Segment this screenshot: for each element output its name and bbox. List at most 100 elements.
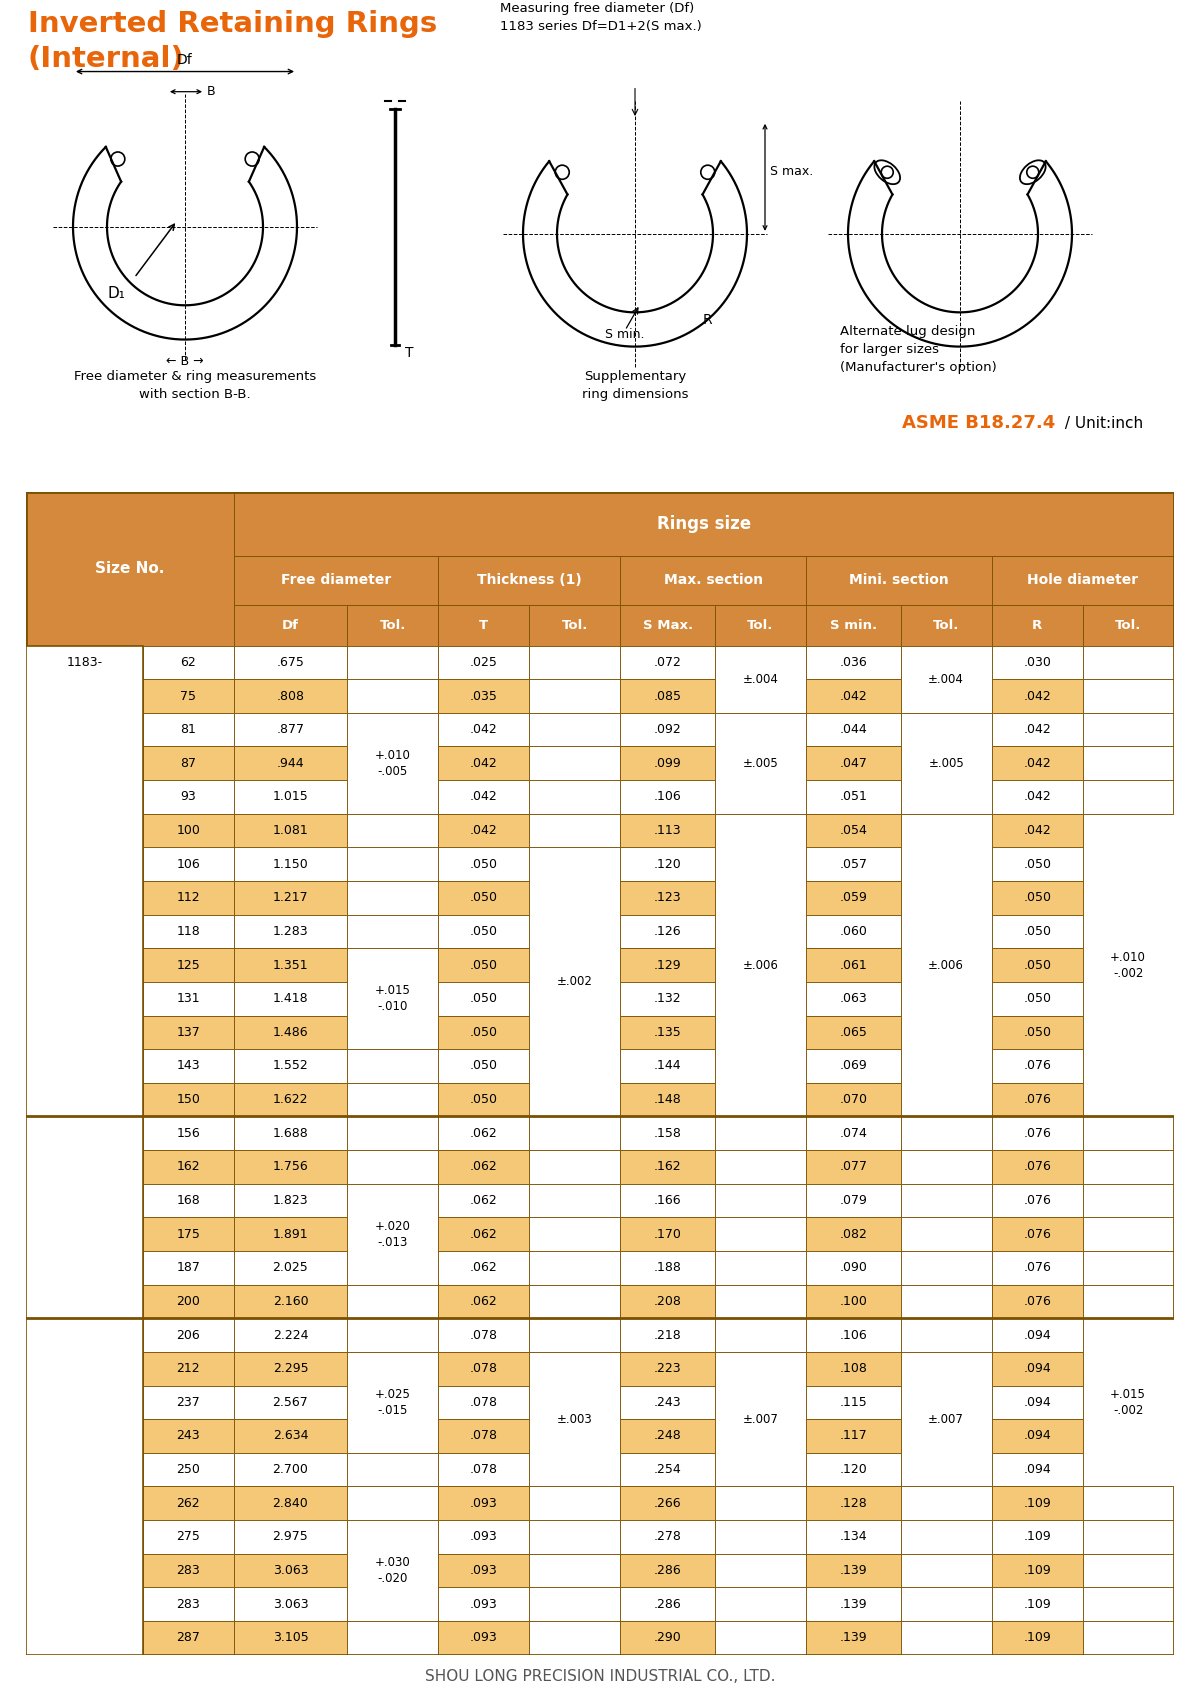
Bar <box>991 1015 1082 1049</box>
Text: 2.567: 2.567 <box>272 1397 308 1409</box>
Bar <box>620 1453 715 1487</box>
Bar <box>991 915 1082 949</box>
Bar <box>438 557 620 604</box>
Bar <box>1082 713 1174 747</box>
Text: +.010
-.002: +.010 -.002 <box>1110 950 1146 979</box>
Bar <box>529 1015 620 1049</box>
Text: 100: 100 <box>176 825 200 837</box>
Bar <box>529 604 620 645</box>
Bar <box>143 847 234 881</box>
Bar <box>438 1285 529 1319</box>
Text: Size No.: Size No. <box>95 562 164 577</box>
Text: R: R <box>702 314 712 328</box>
Text: 81: 81 <box>180 723 196 736</box>
Bar <box>347 1385 438 1419</box>
Text: 187: 187 <box>176 1261 200 1274</box>
Bar <box>143 781 234 815</box>
Bar <box>715 1353 806 1385</box>
Text: .072: .072 <box>654 655 682 669</box>
Bar <box>991 1049 1082 1083</box>
Bar <box>1082 1151 1174 1185</box>
Text: .129: .129 <box>654 959 682 972</box>
Bar <box>143 1554 234 1587</box>
Text: 206: 206 <box>176 1329 200 1342</box>
Bar <box>529 1353 620 1487</box>
Text: ASME B18.27.4: ASME B18.27.4 <box>901 414 1055 433</box>
Bar <box>529 1151 620 1185</box>
Bar <box>347 1521 438 1621</box>
Bar <box>529 983 620 1015</box>
Text: .082: .082 <box>839 1227 868 1241</box>
Bar <box>26 1521 143 1554</box>
Bar <box>438 1083 529 1117</box>
Bar <box>806 815 901 847</box>
Text: .109: .109 <box>1024 1631 1051 1644</box>
Bar <box>1082 1554 1174 1587</box>
Bar <box>806 1621 901 1655</box>
Text: Inverted Retaining Rings: Inverted Retaining Rings <box>28 10 437 37</box>
Text: Df: Df <box>178 53 193 66</box>
Text: Max. section: Max. section <box>664 574 763 587</box>
Text: .093: .093 <box>470 1597 498 1610</box>
Text: (Manufacturer's option): (Manufacturer's option) <box>840 361 997 373</box>
Bar <box>234 604 347 645</box>
Text: .036: .036 <box>840 655 868 669</box>
Bar <box>438 881 529 915</box>
Text: .094: .094 <box>1024 1329 1051 1342</box>
Text: .050: .050 <box>469 857 498 871</box>
Text: .078: .078 <box>469 1329 498 1342</box>
Bar <box>26 645 143 679</box>
Bar <box>991 645 1082 679</box>
Bar <box>1082 645 1174 679</box>
Bar <box>26 1353 143 1385</box>
Bar <box>901 645 991 679</box>
Bar <box>26 1419 143 1453</box>
Bar <box>901 1117 991 1151</box>
Bar <box>234 492 1174 557</box>
Text: 2.975: 2.975 <box>272 1531 308 1543</box>
Bar <box>143 1151 234 1185</box>
Text: 143: 143 <box>176 1059 200 1073</box>
Bar <box>529 679 620 713</box>
Bar <box>620 1554 715 1587</box>
Bar <box>991 847 1082 881</box>
Bar <box>715 949 806 983</box>
Bar <box>26 915 143 949</box>
Bar <box>806 781 901 815</box>
Bar <box>901 1521 991 1554</box>
Bar <box>715 1487 806 1521</box>
Text: Tol.: Tol. <box>748 619 774 631</box>
Bar <box>806 1521 901 1554</box>
Bar <box>620 557 806 604</box>
Bar <box>991 1151 1082 1185</box>
Text: .090: .090 <box>839 1261 868 1274</box>
Text: .042: .042 <box>470 791 498 803</box>
Text: .278: .278 <box>654 1531 682 1543</box>
Text: Supplementary: Supplementary <box>584 370 686 384</box>
Bar <box>234 881 347 915</box>
Bar <box>529 1217 620 1251</box>
Bar <box>529 1554 620 1587</box>
Text: .042: .042 <box>1024 689 1051 703</box>
Bar <box>143 881 234 915</box>
Bar <box>806 747 901 781</box>
Bar <box>143 645 234 679</box>
Bar <box>143 1453 234 1487</box>
Bar <box>620 781 715 815</box>
Bar <box>438 781 529 815</box>
Text: .877: .877 <box>276 723 305 736</box>
Text: .057: .057 <box>839 857 868 871</box>
Text: .135: .135 <box>654 1027 682 1039</box>
Text: 168: 168 <box>176 1195 200 1207</box>
Bar <box>234 1621 347 1655</box>
Bar <box>347 781 438 815</box>
Text: 75: 75 <box>180 689 196 703</box>
Text: .115: .115 <box>840 1397 868 1409</box>
Text: .108: .108 <box>839 1363 868 1375</box>
Bar <box>143 1015 234 1049</box>
Bar <box>26 679 143 713</box>
Bar <box>901 1353 991 1385</box>
Text: SHOU LONG PRECISION INDUSTRIAL CO., LTD.: SHOU LONG PRECISION INDUSTRIAL CO., LTD. <box>425 1670 775 1683</box>
Bar <box>806 915 901 949</box>
Bar <box>715 1554 806 1587</box>
